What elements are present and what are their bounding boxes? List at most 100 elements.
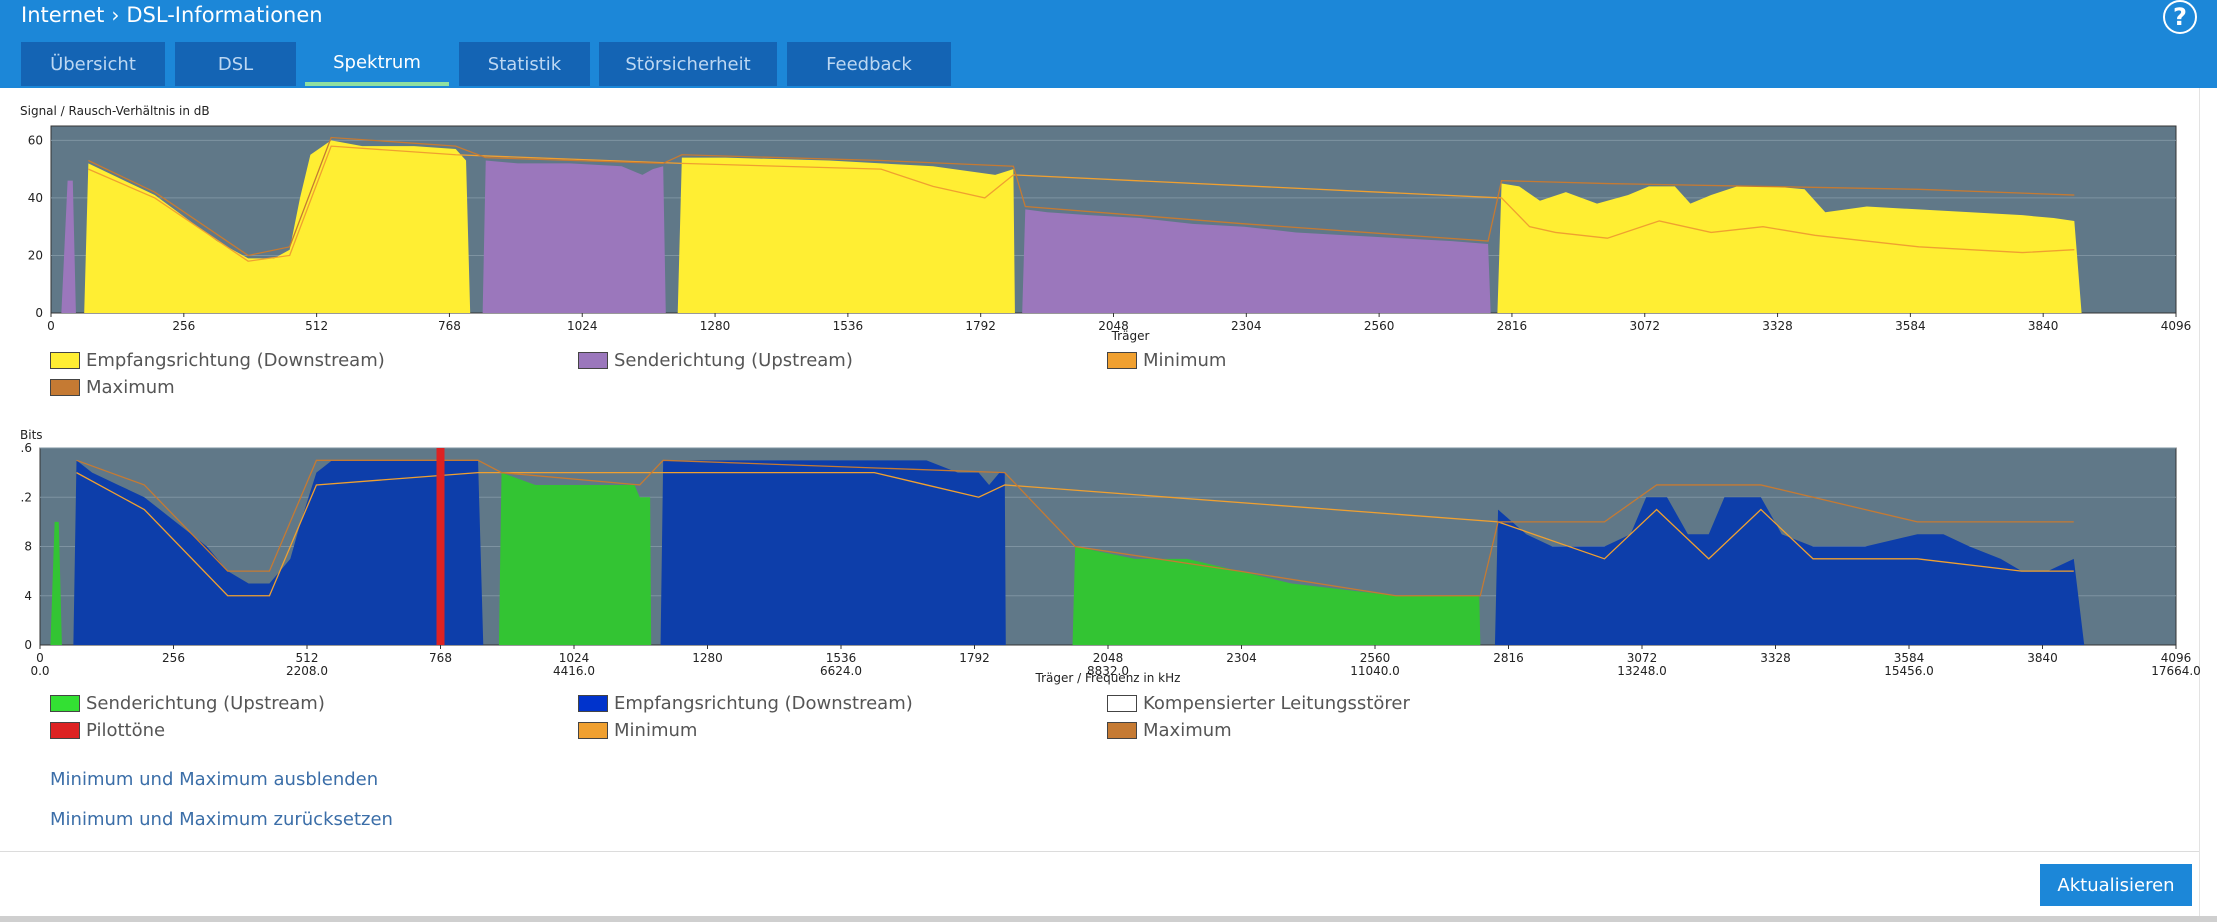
legend-swatch-compensated bbox=[1107, 695, 1137, 712]
legend-item-minimum: Minimum bbox=[1107, 350, 1226, 371]
y-tick-label: 60 bbox=[28, 133, 43, 147]
legend-swatch-downstream-bits bbox=[578, 695, 608, 712]
legend-item-maximum-bits: Maximum bbox=[1107, 720, 1232, 741]
x-tick-label: 768 bbox=[429, 651, 452, 665]
x-freq-label: 0.0 bbox=[30, 664, 49, 678]
x-tick-label: 256 bbox=[172, 319, 195, 333]
x-freq-label: 2208.0 bbox=[286, 664, 328, 678]
x-tick-label: 2304 bbox=[1226, 651, 1257, 665]
legend-swatch-upstream bbox=[578, 352, 608, 369]
x-tick-label: 2816 bbox=[1493, 651, 1524, 665]
footer-divider bbox=[0, 851, 2199, 852]
legend-label: Minimum bbox=[614, 720, 698, 741]
x-tick-label: 0 bbox=[36, 651, 44, 665]
y-tick-label: 8 bbox=[24, 540, 32, 554]
legend-item-upstream-bits: Senderichtung (Upstream) bbox=[50, 693, 325, 714]
x-tick-label: 3328 bbox=[1760, 651, 1791, 665]
x-tick-label: 3072 bbox=[1627, 651, 1658, 665]
legend-swatch-minimum-bits bbox=[578, 722, 608, 739]
legend-item-compensated: Kompensierter Leitungsstörer bbox=[1107, 693, 1410, 714]
legend-label: Minimum bbox=[1143, 350, 1227, 371]
x-tick-label: 768 bbox=[438, 319, 461, 333]
x-tick-label: 1536 bbox=[826, 651, 857, 665]
x-tick-label: 4096 bbox=[2161, 319, 2192, 333]
x-freq-label: 15456.0 bbox=[1884, 664, 1934, 678]
tab-dsl[interactable]: DSL bbox=[175, 42, 296, 86]
x-tick-label: 512 bbox=[296, 651, 319, 665]
x-tick-label: 3584 bbox=[1895, 319, 1926, 333]
y-tick-label: 4 bbox=[24, 589, 32, 603]
x-freq-label: 17664.0 bbox=[2151, 664, 2201, 678]
breadcrumb-root[interactable]: Internet bbox=[21, 3, 105, 27]
y-tick-label: 0 bbox=[35, 306, 43, 320]
vertical-scrollbar[interactable] bbox=[2199, 88, 2217, 921]
series-maximum-line bbox=[76, 459, 2074, 597]
legend-label: Pilottöne bbox=[86, 720, 166, 741]
y-tick-label: .2 bbox=[21, 490, 32, 504]
legend-label: Senderichtung (Upstream) bbox=[86, 693, 325, 714]
series-area-1 bbox=[61, 160, 1491, 313]
series-area-0 bbox=[84, 140, 2082, 313]
x-axis-label: Träger bbox=[1111, 329, 1150, 343]
legend-label: Kompensierter Leitungsstörer bbox=[1143, 693, 1410, 714]
x-tick-label: 1024 bbox=[567, 319, 598, 333]
legend-label: Empfangsrichtung (Downstream) bbox=[614, 693, 913, 714]
x-tick-label: 2560 bbox=[1364, 319, 1395, 333]
x-freq-label: 6624.0 bbox=[820, 664, 862, 678]
x-tick-label: 1024 bbox=[559, 651, 590, 665]
x-tick-label: 3328 bbox=[1762, 319, 1793, 333]
tab-statistik[interactable]: Statistik bbox=[459, 42, 590, 86]
legend-swatch-downstream bbox=[50, 352, 80, 369]
y-tick-label: 40 bbox=[28, 191, 43, 205]
y-tick-label: .6 bbox=[21, 441, 32, 455]
snr-chart: 0 20 40 60 0 256 512 768 1024 1280 1536 1792 2048 230… bbox=[28, 125, 2192, 343]
legend-item-downstream: Empfangsrichtung (Downstream) bbox=[50, 350, 385, 371]
tab-stoersicherheit[interactable]: Störsicherheit bbox=[599, 42, 777, 86]
breadcrumb: Internet › DSL-Informationen bbox=[21, 0, 323, 30]
legend-swatch-upstream-bits bbox=[50, 695, 80, 712]
legend-item-upstream: Senderichtung (Upstream) bbox=[578, 350, 853, 371]
legend-swatch-minimum bbox=[1107, 352, 1137, 369]
legend-label: Maximum bbox=[86, 377, 175, 398]
x-freq-label: 11040.0 bbox=[1350, 664, 1400, 678]
series-minimum-line bbox=[76, 471, 2074, 597]
legend-item-pilot: Pilottöne bbox=[50, 720, 165, 741]
reset-minmax-link[interactable]: Minimum und Maximum zurücksetzen bbox=[50, 809, 393, 830]
breadcrumb-separator: › bbox=[111, 3, 120, 27]
legend-swatch-pilot bbox=[50, 722, 80, 739]
x-tick-label: 2560 bbox=[1360, 651, 1391, 665]
x-tick-label: 2048 bbox=[1093, 651, 1124, 665]
x-tick-label: 1536 bbox=[833, 319, 864, 333]
legend-label: Maximum bbox=[1143, 720, 1232, 741]
x-tick-label: 4096 bbox=[2161, 651, 2192, 665]
legend-item-downstream-bits: Empfangsrichtung (Downstream) bbox=[578, 693, 913, 714]
x-freq-label: 8832.0 bbox=[1087, 664, 1129, 678]
x-tick-label: 1792 bbox=[959, 651, 990, 665]
legend-item-maximum: Maximum bbox=[50, 377, 175, 398]
x-tick-label: 1280 bbox=[692, 651, 723, 665]
app-header: Internet › DSL-Informationen ? Übersicht… bbox=[0, 0, 2217, 88]
x-tick-label: 1280 bbox=[700, 319, 731, 333]
tab-feedback[interactable]: Feedback bbox=[787, 42, 951, 86]
page-title: DSL-Informationen bbox=[126, 3, 323, 27]
x-tick-label: 256 bbox=[162, 651, 185, 665]
y-tick-label: 0 bbox=[24, 638, 32, 652]
x-tick-label: 2304 bbox=[1231, 319, 1262, 333]
refresh-button[interactable]: Aktualisieren bbox=[2040, 864, 2192, 906]
legend-label: Senderichtung (Upstream) bbox=[614, 350, 853, 371]
x-tick-label: 2816 bbox=[1497, 319, 1528, 333]
snr-chart-title: Signal / Rausch-Verhältnis in dB bbox=[20, 104, 210, 118]
pilot-tone-bar bbox=[436, 448, 445, 645]
y-tick-label: 20 bbox=[28, 248, 43, 262]
x-tick-label: 512 bbox=[305, 319, 328, 333]
x-tick-label: 1792 bbox=[965, 319, 996, 333]
tab-uebersicht[interactable]: Übersicht bbox=[21, 42, 165, 86]
help-icon[interactable]: ? bbox=[2163, 0, 2197, 34]
bits-chart: 0 4 8 .2 .6 0 256 512 768 1024 1280 1536 1792 2048 230… bbox=[21, 441, 2201, 685]
legend-item-minimum-bits: Minimum bbox=[578, 720, 697, 741]
tab-spektrum[interactable]: Spektrum bbox=[305, 42, 449, 86]
legend-label: Empfangsrichtung (Downstream) bbox=[86, 350, 385, 371]
series-minimum-line bbox=[88, 145, 2075, 262]
hide-minmax-link[interactable]: Minimum und Maximum ausblenden bbox=[50, 769, 379, 790]
bits-chart-title: Bits bbox=[20, 428, 43, 442]
